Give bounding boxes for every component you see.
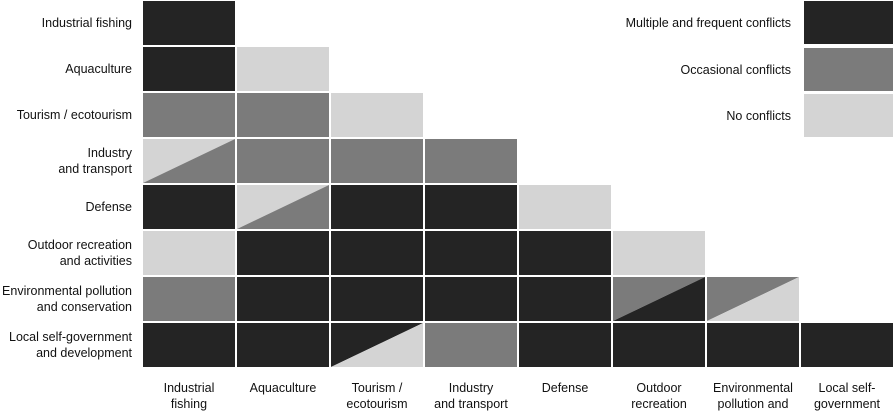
matrix-cell-frequent bbox=[801, 323, 893, 367]
row-label: Outdoor recreation and activities bbox=[27, 238, 132, 268]
matrix-cell-none bbox=[143, 231, 235, 275]
column-label: Outdoor recreation bbox=[631, 381, 687, 411]
matrix-cell-occasional bbox=[237, 139, 329, 183]
legend-label-frequent: Multiple and frequent conflicts bbox=[625, 16, 791, 30]
matrix-cell-frequent bbox=[425, 231, 517, 275]
matrix-cell-occasional bbox=[143, 93, 235, 137]
matrix-cell-frequent bbox=[425, 185, 517, 229]
matrix-cell-frequent bbox=[143, 185, 235, 229]
legend-label-none: No conflicts bbox=[726, 109, 791, 123]
matrix-cell-frequent bbox=[519, 231, 611, 275]
column-label: Aquaculture bbox=[249, 381, 317, 395]
matrix-cell-occasional bbox=[331, 139, 423, 183]
matrix-cell-none bbox=[237, 47, 329, 91]
matrix-cell-occasional bbox=[237, 93, 329, 137]
matrix-cell-frequent bbox=[237, 277, 329, 321]
matrix-cell-frequent bbox=[331, 277, 423, 321]
legend-swatch-frequent bbox=[804, 1, 893, 44]
matrix-cell-none bbox=[331, 93, 423, 137]
matrix-cell-split-lower bbox=[143, 139, 235, 183]
matrix-cell-occasional bbox=[425, 139, 517, 183]
matrix-cell-frequent bbox=[519, 277, 611, 321]
matrix-cell-frequent bbox=[237, 323, 329, 367]
row-label: Local self-government and development bbox=[9, 330, 132, 360]
matrix-cell-split-lower bbox=[707, 277, 799, 321]
matrix-cell-frequent bbox=[237, 231, 329, 275]
matrix-cell-frequent bbox=[331, 231, 423, 275]
legend-swatch-none bbox=[804, 94, 893, 137]
row-label: Industry and transport bbox=[58, 146, 132, 176]
column-label: Defense bbox=[541, 381, 589, 395]
matrix-cell-split-lower bbox=[237, 185, 329, 229]
matrix-cell-frequent bbox=[143, 323, 235, 367]
matrix-cell-frequent bbox=[143, 47, 235, 91]
matrix-cell-frequent bbox=[613, 323, 705, 367]
matrix-cell-none bbox=[519, 185, 611, 229]
matrix-cell-split-lower bbox=[613, 277, 705, 321]
row-label: Tourism / ecotourism bbox=[16, 108, 132, 122]
column-label: Tourism / ecotourism bbox=[346, 381, 408, 411]
matrix-cell-frequent bbox=[425, 277, 517, 321]
matrix-cell-occasional bbox=[143, 277, 235, 321]
matrix-cell-frequent bbox=[707, 323, 799, 367]
matrix-cell-frequent bbox=[519, 323, 611, 367]
legend-swatch-occasional bbox=[804, 48, 893, 91]
matrix-cell-occasional bbox=[425, 323, 517, 367]
matrix-cell-frequent bbox=[331, 185, 423, 229]
matrix-cell-none bbox=[613, 231, 705, 275]
column-label: Industry and transport bbox=[434, 381, 508, 411]
row-label: Industrial fishing bbox=[41, 16, 132, 30]
matrix-cell-split-lower bbox=[331, 323, 423, 367]
row-label: Aquaculture bbox=[65, 62, 132, 76]
column-label: Local self- government bbox=[813, 381, 880, 411]
matrix-cell-frequent bbox=[143, 1, 235, 45]
column-label: Industrial fishing bbox=[163, 381, 215, 411]
legend-label-occasional: Occasional conflicts bbox=[680, 63, 791, 77]
column-label: Environmental pollution and bbox=[713, 381, 793, 411]
row-label: Environmental pollution and conservation bbox=[2, 284, 132, 314]
row-label: Defense bbox=[85, 200, 132, 214]
